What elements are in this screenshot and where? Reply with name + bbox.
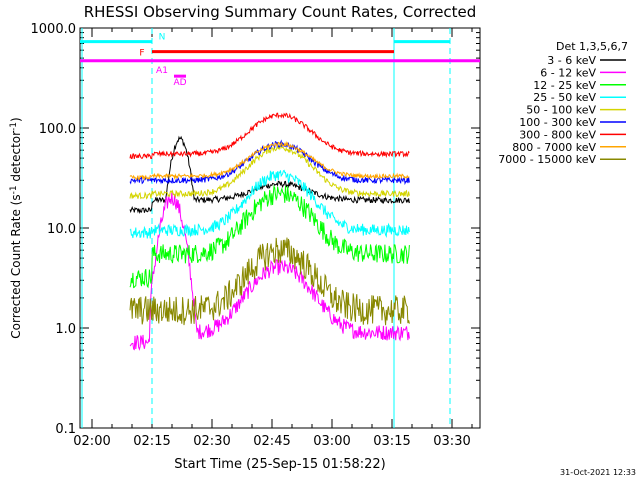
- legend-entry-label: 800 - 7000 keV: [512, 141, 596, 154]
- x-tick-label: 02:00: [73, 434, 110, 449]
- series-line-9: [129, 237, 410, 326]
- series-line-1: [129, 135, 410, 215]
- x-tick-label: 02:45: [253, 434, 290, 449]
- legend-entry-label: 25 - 50 keV: [533, 91, 596, 104]
- chart-title: RHESSI Observing Summary Count Rates, Co…: [84, 3, 477, 21]
- plot-area: 0.1 1.0 10.0 100.0 1000.0 02:00 02:15 02:30 02:4…: [31, 22, 481, 449]
- state-bar-label-f: F: [139, 49, 144, 59]
- y-tick-label: 1.0: [55, 322, 76, 337]
- legend-entry-label: 7000 - 15000 keV: [498, 153, 596, 166]
- state-bar-label-ad: AD: [173, 78, 186, 88]
- series-line-5: [129, 144, 410, 200]
- y-axis-label: Corrected Count Rate (s-1 detector-1): [9, 117, 23, 338]
- plot-frame: [79, 27, 481, 429]
- y-tick-label: 10.0: [47, 222, 76, 237]
- x-tick-label: 03:15: [373, 434, 410, 449]
- legend-entry-label: 12 - 25 keV: [533, 79, 596, 92]
- legend-entry-label: 3 - 6 keV: [547, 54, 596, 67]
- y-tick-label: 1000.0: [31, 22, 77, 37]
- legend-title: Det 1,3,5,6,7: [556, 40, 628, 53]
- series-line-7: [129, 112, 410, 160]
- series-line-6: [129, 139, 410, 186]
- x-tick-label: 02:15: [133, 434, 170, 449]
- x-tick-label: 03:30: [433, 434, 470, 449]
- legend-entry-label: 6 - 12 keV: [540, 66, 596, 79]
- y-tick-label: 100.0: [39, 122, 76, 137]
- x-tick-label: 02:30: [193, 434, 230, 449]
- state-bar-label-n: N: [159, 33, 166, 43]
- series-line-2: [129, 192, 410, 351]
- series-line-8: [129, 140, 410, 181]
- x-axis-label: Start Time (25-Sep-15 01:58:22): [174, 457, 385, 472]
- y-tick-label: 0.1: [55, 422, 76, 437]
- state-bar-label-a1: A1: [156, 66, 168, 76]
- series-line-3: [129, 184, 410, 289]
- series-line-4: [129, 169, 410, 239]
- legend-entry-label: 100 - 300 keV: [519, 116, 596, 129]
- x-tick-label: 03:00: [313, 434, 350, 449]
- footer-timestamp: 31-Oct-2021 12:33: [560, 468, 636, 477]
- legend-entry-label: 300 - 800 keV: [519, 128, 596, 141]
- legend-entry-label: 50 - 100 keV: [526, 104, 596, 117]
